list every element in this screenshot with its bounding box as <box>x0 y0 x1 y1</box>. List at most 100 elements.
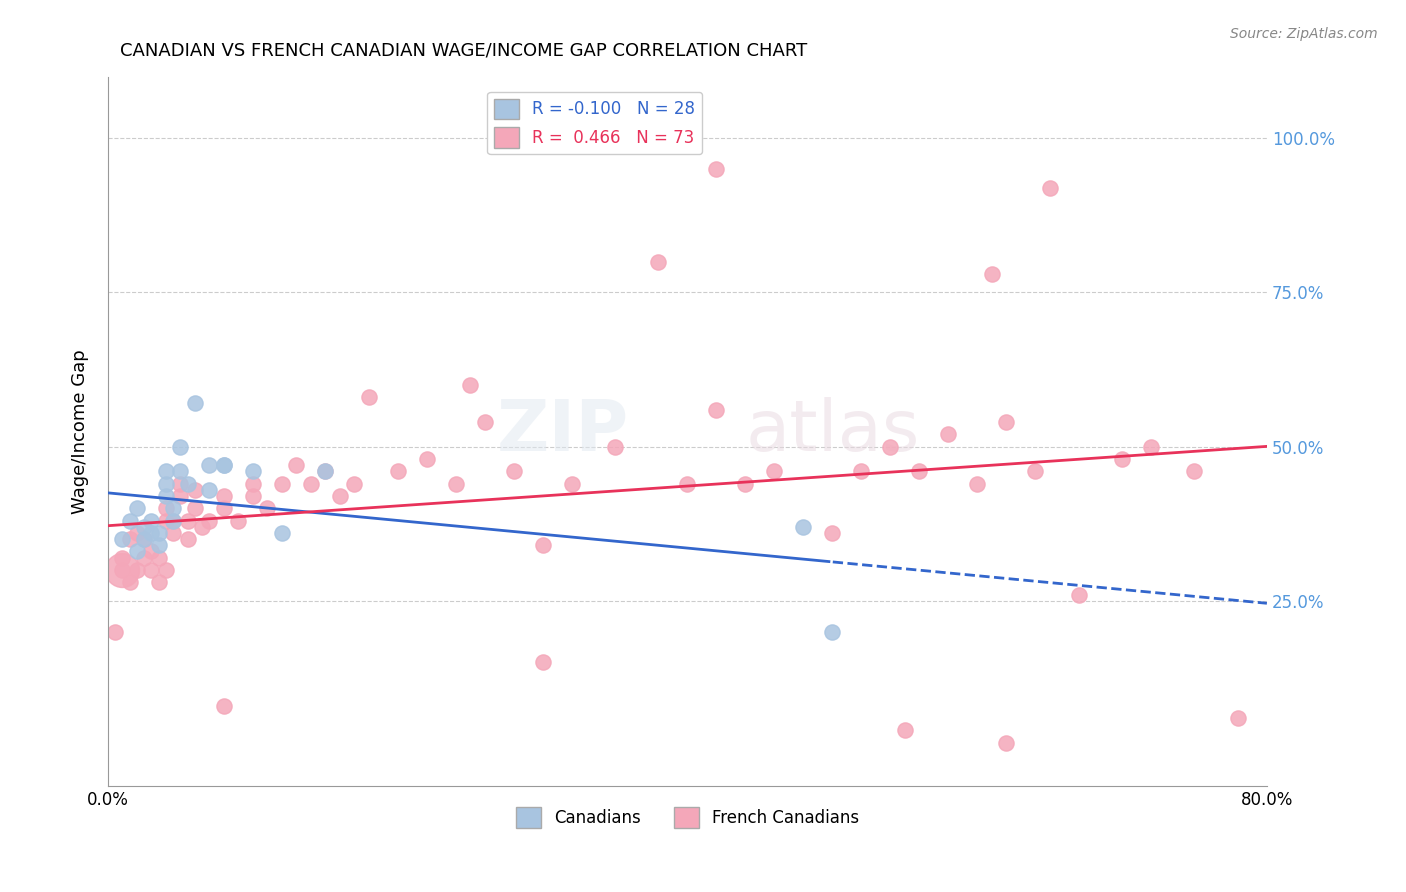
Point <box>184 483 207 497</box>
Point <box>444 476 467 491</box>
Point <box>228 514 250 528</box>
Point <box>676 476 699 491</box>
Point <box>141 563 163 577</box>
Point <box>155 563 177 577</box>
Point <box>603 440 626 454</box>
Point <box>148 550 170 565</box>
Point <box>111 563 134 577</box>
Point <box>357 390 380 404</box>
Point <box>155 489 177 503</box>
Point <box>169 440 191 454</box>
Point <box>647 254 669 268</box>
Point <box>162 501 184 516</box>
Point <box>256 501 278 516</box>
Point <box>792 520 814 534</box>
Legend: Canadians, French Canadians: Canadians, French Canadians <box>509 800 866 834</box>
Point <box>198 483 221 497</box>
Point <box>148 538 170 552</box>
Point <box>329 489 352 503</box>
Point <box>162 525 184 540</box>
Point <box>1226 711 1249 725</box>
Point <box>111 532 134 546</box>
Point <box>212 698 235 713</box>
Point <box>176 514 198 528</box>
Point <box>387 464 409 478</box>
Point <box>162 514 184 528</box>
Point <box>184 501 207 516</box>
Point <box>415 452 437 467</box>
Point <box>1111 452 1133 467</box>
Point <box>125 544 148 558</box>
Point <box>176 476 198 491</box>
Point <box>851 464 873 478</box>
Point <box>242 489 264 503</box>
Point <box>212 458 235 472</box>
Point <box>169 476 191 491</box>
Point <box>314 464 336 478</box>
Point <box>343 476 366 491</box>
Point <box>125 501 148 516</box>
Point <box>212 501 235 516</box>
Point <box>995 415 1018 429</box>
Point <box>995 736 1018 750</box>
Point <box>148 525 170 540</box>
Point <box>155 476 177 491</box>
Point <box>561 476 583 491</box>
Point <box>125 563 148 577</box>
Point <box>198 458 221 472</box>
Point <box>285 458 308 472</box>
Text: Source: ZipAtlas.com: Source: ZipAtlas.com <box>1230 27 1378 41</box>
Point <box>458 378 481 392</box>
Point <box>270 476 292 491</box>
Point <box>104 624 127 639</box>
Text: atlas: atlas <box>745 397 920 466</box>
Point <box>155 514 177 528</box>
Point <box>966 476 988 491</box>
Point <box>474 415 496 429</box>
Point <box>212 458 235 472</box>
Point <box>111 550 134 565</box>
Point <box>299 476 322 491</box>
Point <box>242 464 264 478</box>
Point <box>141 514 163 528</box>
Point <box>176 532 198 546</box>
Point <box>242 476 264 491</box>
Point <box>936 427 959 442</box>
Point <box>1039 180 1062 194</box>
Point <box>980 267 1002 281</box>
Point <box>821 525 844 540</box>
Point <box>125 525 148 540</box>
Point <box>879 440 901 454</box>
Point <box>270 525 292 540</box>
Point <box>821 624 844 639</box>
Point <box>1067 588 1090 602</box>
Point <box>169 464 191 478</box>
Text: ZIP: ZIP <box>498 397 630 466</box>
Point <box>734 476 756 491</box>
Point <box>314 464 336 478</box>
Point <box>908 464 931 478</box>
Point <box>155 501 177 516</box>
Point <box>1140 440 1163 454</box>
Point <box>134 532 156 546</box>
Point <box>184 396 207 410</box>
Point <box>1184 464 1206 478</box>
Point <box>198 514 221 528</box>
Point <box>893 723 915 738</box>
Point <box>1024 464 1046 478</box>
Point <box>502 464 524 478</box>
Point <box>118 514 141 528</box>
Point <box>162 514 184 528</box>
Point <box>706 162 728 177</box>
Point <box>155 464 177 478</box>
Point <box>706 402 728 417</box>
Point <box>118 575 141 590</box>
Point <box>141 525 163 540</box>
Point <box>169 489 191 503</box>
Point <box>148 575 170 590</box>
Text: CANADIAN VS FRENCH CANADIAN WAGE/INCOME GAP CORRELATION CHART: CANADIAN VS FRENCH CANADIAN WAGE/INCOME … <box>120 42 807 60</box>
Point <box>531 538 554 552</box>
Y-axis label: Wage/Income Gap: Wage/Income Gap <box>72 349 89 514</box>
Point <box>141 544 163 558</box>
Point <box>763 464 786 478</box>
